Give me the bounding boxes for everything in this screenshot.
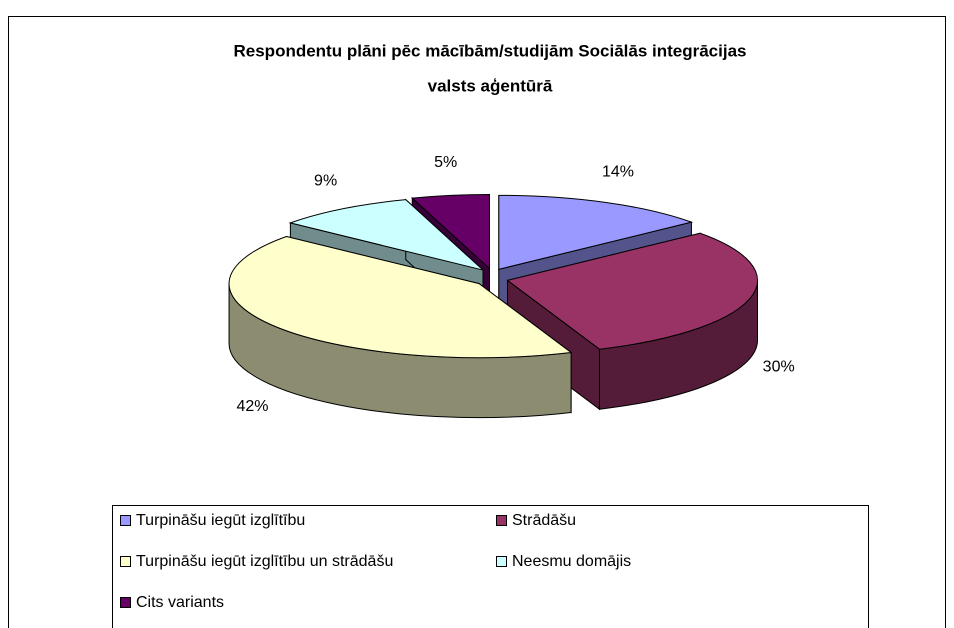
slice	[498, 194, 694, 270]
slice	[228, 235, 573, 359]
legend-label: Strādāšu	[512, 512, 576, 529]
legend-label: Cits variants	[136, 594, 224, 611]
slice-group	[228, 235, 573, 419]
legend-swatch	[496, 556, 507, 567]
legend-swatch	[120, 515, 131, 526]
legend-swatch	[496, 515, 507, 526]
data-label: 14%	[602, 163, 634, 180]
legend-label: Turpināšu iegūt izglītību	[136, 512, 305, 529]
legend-box	[112, 505, 869, 628]
data-label: 30%	[763, 358, 795, 375]
slice	[506, 232, 758, 350]
legend-swatch	[120, 556, 131, 567]
slice	[288, 199, 484, 271]
data-label: 42%	[237, 398, 269, 415]
chart-title: valsts aģentūrā	[428, 76, 553, 95]
data-label: 9%	[314, 173, 337, 190]
data-label: 5%	[434, 154, 457, 171]
slice	[411, 194, 490, 270]
legend-label: Turpināšu iegūt izglītību un strādāšu	[136, 553, 393, 570]
chart-title: Respondentu plāni pēc mācībām/studijām S…	[234, 41, 747, 60]
legend-swatch	[120, 597, 131, 608]
legend-label: Neesmu domājis	[512, 553, 631, 570]
